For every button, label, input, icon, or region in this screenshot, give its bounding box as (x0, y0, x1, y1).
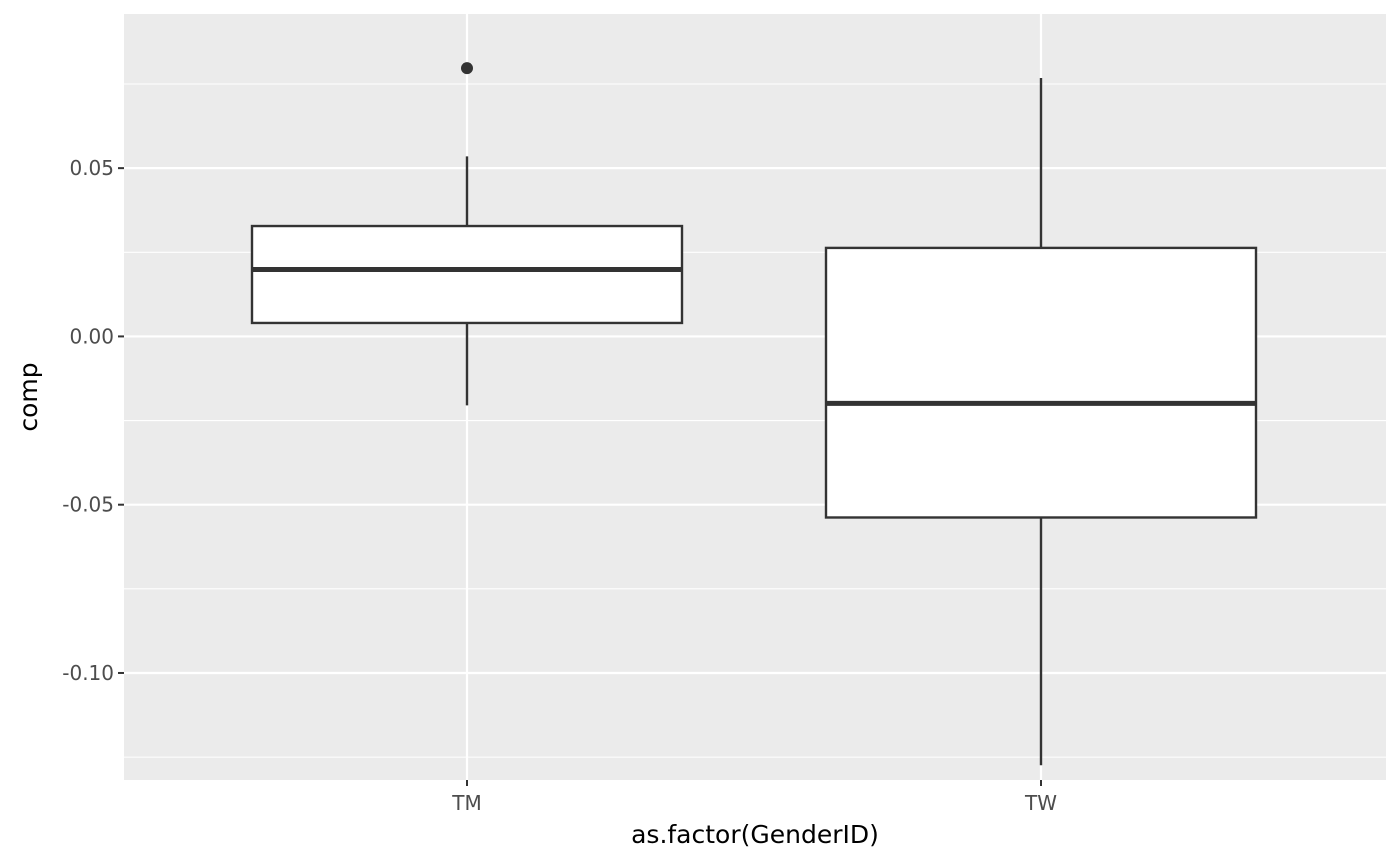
x-tick-label: TM (451, 791, 481, 815)
box-iqr (250, 224, 684, 325)
y-tick-label: -0.05 (62, 493, 114, 517)
box-tw (824, 77, 1258, 766)
outlier-point (461, 62, 473, 75)
y-axis-title: comp (14, 362, 43, 431)
axes-layer: -0.10 -0.05 0.00 0.05 TM TW (62, 156, 1057, 815)
y-tick-label: 0.00 (69, 324, 114, 348)
y-tick-label: 0.05 (69, 156, 114, 180)
box-iqr (824, 246, 1258, 519)
box-tm (250, 62, 684, 406)
x-axis-title: as.factor(GenderID) (631, 820, 879, 849)
x-tick-label: TW (1024, 791, 1057, 815)
y-tick-label: -0.10 (62, 661, 114, 685)
boxes-layer (250, 62, 1258, 766)
